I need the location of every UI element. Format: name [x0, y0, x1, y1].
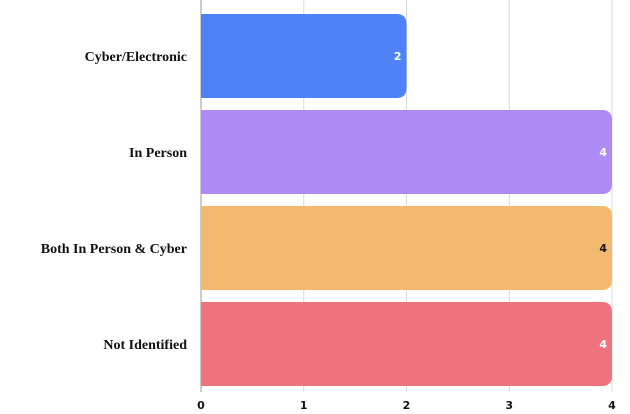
x-tick-label-1: 1: [300, 399, 308, 412]
x-tick-label-4: 4: [608, 399, 616, 412]
data-label-2: 4: [599, 146, 607, 159]
bar-1: [201, 14, 407, 98]
category-label-3: Both In Person & Cyber: [41, 242, 187, 257]
x-tick-label-3: 3: [505, 399, 513, 412]
data-labels: 2 4 4 4: [394, 50, 608, 351]
category-label-4: Not Identified: [103, 338, 187, 353]
category-label-1: Cyber/Electronic: [85, 50, 187, 65]
x-axis-ticks: 0 1 2 3 4: [197, 399, 616, 412]
bar-3: [201, 206, 612, 290]
x-tick-label-0: 0: [197, 399, 205, 412]
bar-2: [201, 110, 612, 194]
category-labels: Cyber/Electronic In Person Both In Person …: [41, 50, 187, 353]
data-label-1: 2: [394, 50, 402, 63]
data-label-3: 4: [599, 242, 607, 255]
bar-4: [201, 302, 612, 386]
x-tick-label-2: 2: [403, 399, 411, 412]
bars: [201, 14, 612, 386]
category-label-2: In Person: [129, 146, 187, 161]
data-label-4: 4: [599, 338, 607, 351]
